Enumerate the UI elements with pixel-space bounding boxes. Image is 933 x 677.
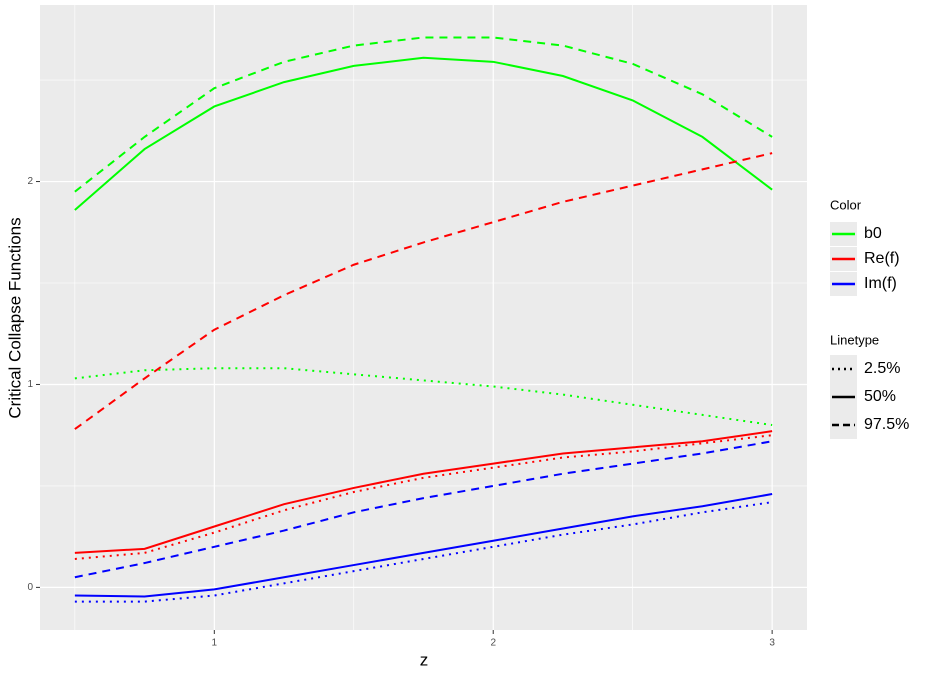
series-line xyxy=(74,493,773,598)
x-axis-title: z xyxy=(420,650,429,669)
y-axis-title: Critical Collapse Functions xyxy=(5,217,24,418)
legend-label: Im(f) xyxy=(864,275,897,292)
y-tick-label: 2 xyxy=(27,176,33,187)
legend-title: Color xyxy=(830,197,862,212)
y-tick-label: 1 xyxy=(27,379,33,390)
legend-label: 97.5% xyxy=(864,416,909,433)
legend-label: 2.5% xyxy=(864,360,900,377)
x-tick-label: 2 xyxy=(490,638,496,649)
series-line xyxy=(74,430,773,554)
legend-title: Linetype xyxy=(830,332,879,347)
legend-label: b0 xyxy=(864,225,882,242)
series-line xyxy=(74,36,773,193)
legend-label: 50% xyxy=(864,388,896,405)
series-line xyxy=(74,152,773,430)
series-line xyxy=(74,440,773,579)
legend-key xyxy=(830,355,857,383)
y-tick-label: 0 xyxy=(27,582,33,593)
legend-label: Re(f) xyxy=(864,250,900,267)
series-line xyxy=(74,56,773,211)
x-tick-label: 1 xyxy=(212,638,218,649)
panel xyxy=(40,5,807,630)
x-tick-label: 3 xyxy=(769,638,775,649)
